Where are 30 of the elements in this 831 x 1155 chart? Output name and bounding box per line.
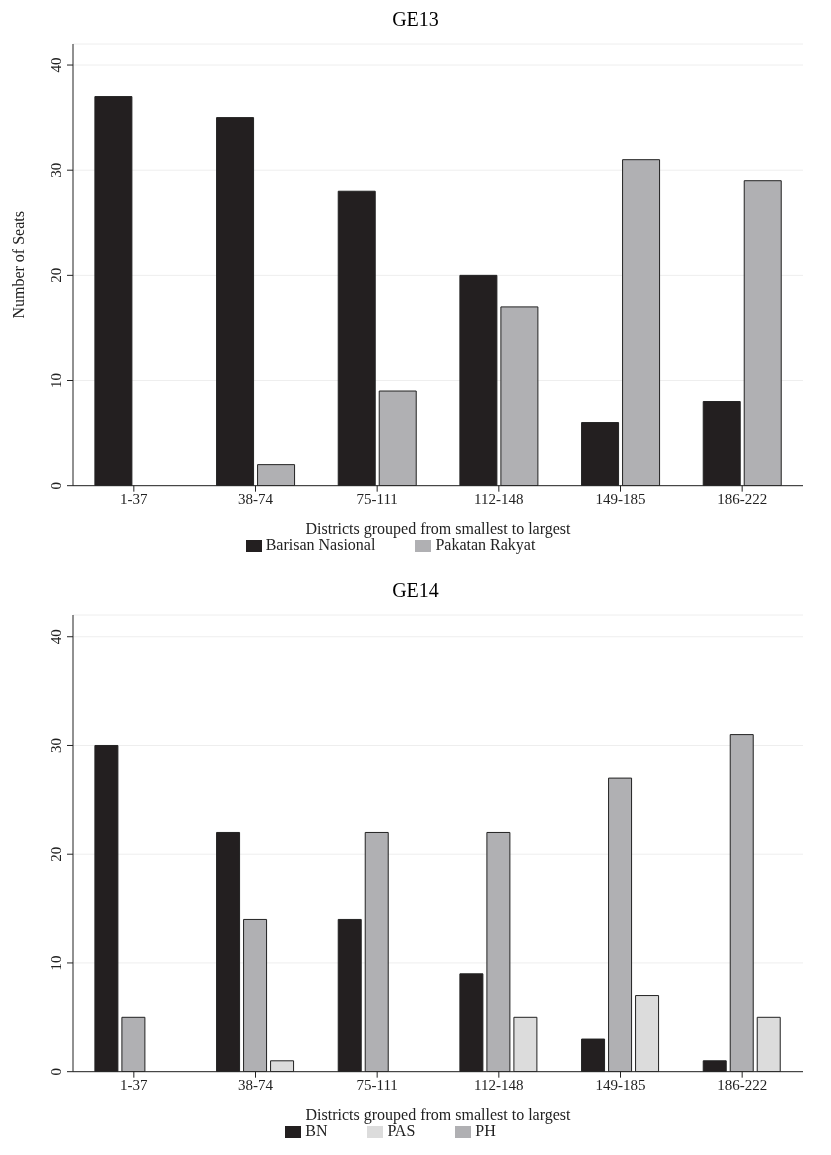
y-axis-title: Number of Seats [9,211,27,319]
x-tick-label: 75-111 [356,1077,398,1094]
chart-title: GE14 [391,579,440,603]
x-tick-label: 38-74 [238,1077,274,1094]
x-tick-label: 149-185 [595,491,646,508]
y-tick-label: 20 [48,846,64,862]
y-tick-label: 30 [48,162,64,178]
x-tick-label: 1-37 [120,491,149,508]
x-tick-label: 112-148 [474,1077,524,1094]
y-tick-label: 10 [48,373,64,389]
x-tick-label: 75-111 [356,491,398,508]
x-tick-label: 112-148 [474,491,524,508]
y-tick-label: 10 [48,955,64,971]
legend-label: PH [475,1121,496,1139]
y-tick-label: 0 [48,1067,64,1076]
y-tick-label: 30 [48,737,64,753]
y-tick-label: 0 [48,481,64,490]
legend-label: BN [305,1121,328,1139]
y-tick-label: 40 [48,629,64,645]
y-tick-label: 40 [48,57,64,73]
x-tick-label: 186-222 [717,491,768,508]
x-tick-label: 1-37 [120,1077,149,1094]
x-axis-title: Districts grouped from smallest to largest [305,1105,572,1124]
x-tick-label: 186-222 [717,1077,768,1094]
legend-label: Pakatan Rakyat [435,535,536,553]
x-tick-label: 38-74 [238,491,274,508]
x-tick-label: 149-185 [595,1077,646,1094]
chart-title: GE13 [391,8,440,32]
y-tick-label: 20 [48,267,64,283]
x-axis-title: Districts grouped from smallest to largest [305,519,572,538]
